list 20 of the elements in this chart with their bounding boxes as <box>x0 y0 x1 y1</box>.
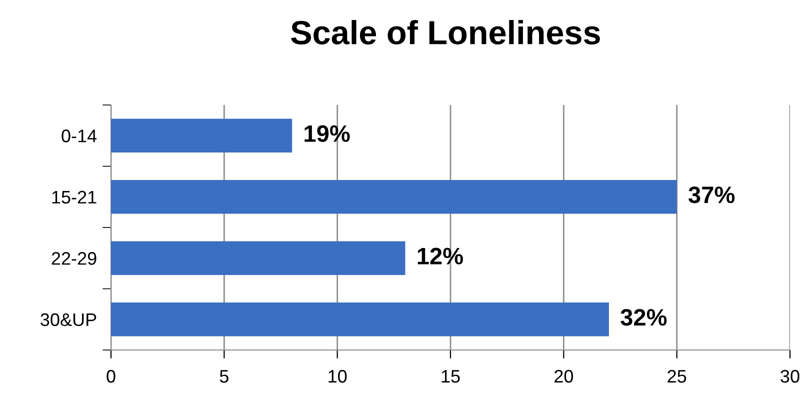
x-tick-label: 10 <box>328 370 347 383</box>
x-tick-label: 30 <box>780 370 800 383</box>
annotation: 32% <box>620 308 667 326</box>
x-tick-label: 0 <box>106 370 116 383</box>
annotation: 37% <box>688 186 735 204</box>
annotation: 12% <box>418 248 463 264</box>
x-tick-label: 25 <box>668 370 686 383</box>
bar <box>111 241 406 275</box>
bar <box>111 118 292 152</box>
y-tick-label: 0-14 <box>62 130 97 142</box>
bar <box>111 302 609 336</box>
annotation: 19% <box>304 125 350 142</box>
y-tick-label: 30&UP <box>40 313 96 326</box>
y-tick-label: 22-29 <box>52 252 96 265</box>
x-tick-label: 20 <box>554 370 574 383</box>
chart-title: Scale of Loneliness <box>291 20 600 44</box>
x-tick-label: 15 <box>442 370 460 383</box>
y-tick-label: 15-21 <box>52 190 96 204</box>
x-tick-label: 5 <box>220 370 228 383</box>
bar <box>111 180 677 214</box>
